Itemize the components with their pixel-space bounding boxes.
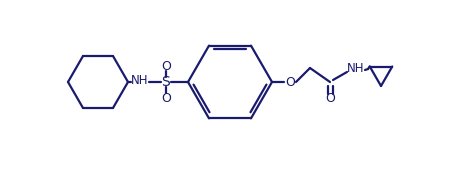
- Text: S: S: [162, 75, 170, 89]
- Text: O: O: [285, 75, 295, 89]
- Text: NH: NH: [347, 63, 365, 75]
- Text: O: O: [161, 59, 171, 72]
- Text: NH: NH: [131, 74, 149, 88]
- Text: O: O: [161, 91, 171, 105]
- Text: O: O: [325, 92, 335, 106]
